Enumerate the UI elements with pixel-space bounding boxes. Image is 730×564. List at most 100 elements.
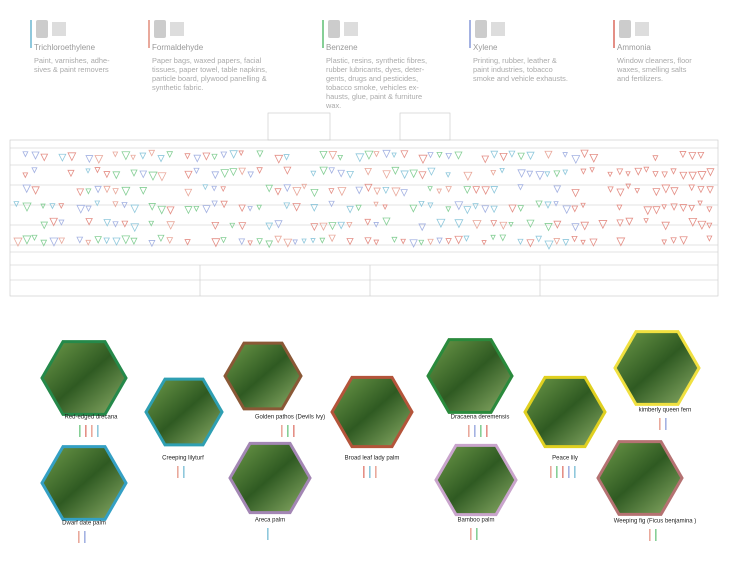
triangle [184, 239, 191, 246]
triangle [40, 239, 48, 247]
triangle [364, 183, 373, 192]
color-bar [30, 20, 32, 48]
icon [170, 22, 184, 36]
triangle [13, 201, 20, 208]
triangle [85, 188, 92, 195]
plant-label: Broad leaf lady palm [345, 456, 400, 462]
triangle [49, 217, 58, 227]
triangle [319, 222, 328, 231]
pollutant-bar [293, 425, 295, 437]
pollutant-description: Paper bags, waxed papers, facial [152, 56, 262, 65]
pollutant-bar [375, 466, 377, 478]
pollutant-bar [78, 531, 80, 543]
pollutant-description: gents, drugs and pesticides, [326, 74, 418, 83]
triangle [670, 203, 678, 211]
triangle [427, 238, 434, 246]
plant-label: Golden pathos (Devils Ivy) [255, 415, 325, 421]
triangle [319, 237, 326, 244]
triangle [310, 223, 319, 232]
plant-label: Peace lily [552, 456, 578, 462]
triangle [526, 219, 535, 228]
triangle [184, 170, 193, 180]
triangle [238, 167, 247, 176]
triangle [679, 151, 687, 159]
triangle [328, 188, 335, 195]
triangle [337, 154, 344, 161]
plant-photo [426, 338, 514, 414]
plant-label: Bamboo palm [457, 518, 494, 524]
triangle [49, 203, 56, 210]
pollutant-bar [476, 528, 478, 540]
triangle [58, 153, 67, 162]
triangle [310, 238, 316, 244]
triangle [670, 237, 677, 244]
triangle [526, 239, 535, 248]
triangle [616, 219, 624, 227]
triangle [544, 240, 554, 250]
triangle [706, 222, 713, 229]
triangle [517, 169, 526, 178]
triangle [589, 153, 599, 163]
triangle [598, 220, 608, 230]
triangle [121, 202, 128, 209]
triangle [382, 204, 388, 210]
triangle [292, 203, 301, 212]
triangle [94, 167, 101, 174]
triangle [697, 171, 707, 181]
triangle [643, 206, 653, 216]
triangle [535, 235, 543, 243]
triangle [166, 206, 175, 215]
triangle [157, 155, 165, 163]
triangle [616, 204, 623, 211]
triangle [355, 186, 364, 195]
triangle [112, 151, 119, 158]
triangle [490, 234, 496, 241]
triangle [328, 167, 335, 174]
pollutant-name: Benzene [326, 43, 358, 52]
pollutant-bar [281, 425, 283, 437]
triangle [238, 222, 247, 231]
triangle [679, 204, 688, 213]
triangle [472, 203, 479, 210]
triangle [112, 201, 119, 208]
pollutant-bar [84, 531, 86, 543]
triangle [346, 171, 355, 179]
triangle [85, 155, 94, 164]
triangle [220, 200, 228, 209]
triangle [40, 203, 46, 209]
pollutant-name: Xylene [473, 43, 498, 52]
triangle [256, 238, 263, 245]
triangle [625, 171, 631, 177]
icon [619, 20, 631, 38]
triangle [472, 220, 482, 230]
triangle [130, 169, 138, 177]
triangle [463, 171, 473, 181]
triangle [265, 240, 274, 249]
triangle [283, 166, 292, 175]
triangle [31, 234, 38, 242]
pollutant-bar [79, 425, 81, 437]
triangle [427, 167, 436, 176]
triangle [274, 154, 284, 164]
triangle [274, 188, 282, 196]
triangle [121, 151, 131, 161]
triangle [580, 168, 587, 175]
triangle [211, 221, 220, 230]
triangle [247, 240, 253, 247]
pollutant-description: Printing, rubber, leather & [473, 56, 557, 65]
triangle [436, 188, 442, 195]
icon [344, 22, 358, 36]
triangle [571, 205, 579, 213]
icon [154, 20, 166, 38]
triangle [193, 167, 200, 175]
triangle [445, 186, 452, 193]
icon [36, 20, 48, 38]
triangle [418, 239, 425, 246]
pollutant-description: synthetic fabric. [152, 83, 203, 92]
triangle [436, 237, 443, 245]
triangle [310, 170, 317, 177]
triangle [130, 223, 140, 233]
triangle [166, 151, 174, 159]
triangle [553, 170, 561, 178]
